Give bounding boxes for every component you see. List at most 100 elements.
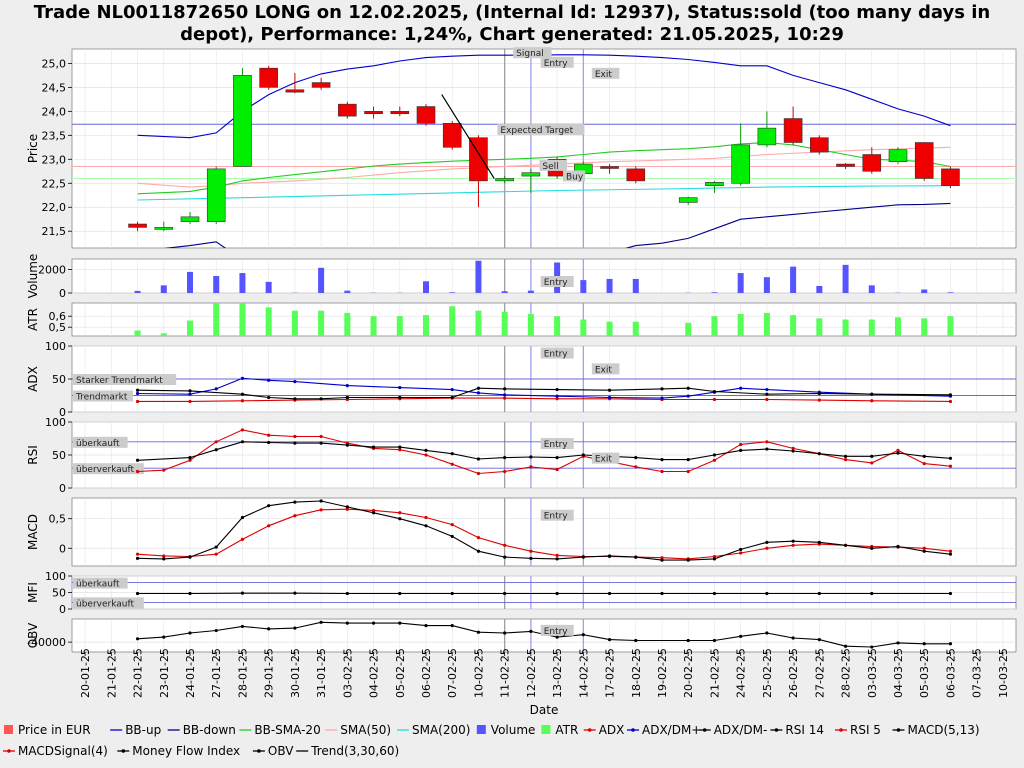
dm-minus-line-point	[476, 386, 481, 390]
price-annotation: Expected Target	[500, 126, 573, 136]
x-tick-label: 31-01-25	[315, 648, 328, 698]
macd-panel: 0 0,5 MACD Entry	[26, 497, 1017, 567]
atr-plot-area	[71, 302, 1017, 337]
macd-signal-line	[137, 508, 951, 560]
volume-bar	[265, 281, 272, 293]
macd-signal-line-point	[712, 554, 717, 559]
mfi-line-point	[135, 591, 140, 596]
rsi14-line-point	[870, 454, 874, 458]
rsi14-line-point	[450, 452, 454, 456]
price-candle	[416, 106, 436, 124]
legend-label: BB-SMA-20	[254, 723, 320, 737]
mfi-panel: 0 50 100 MFI überkauft überverkauft	[26, 570, 1017, 616]
dm-plus-line-point	[450, 387, 454, 392]
legend-swatch-dot	[121, 749, 126, 753]
chart-title-line-1: Trade NL0011872650 LONG on 12.02.2025, (…	[34, 2, 990, 23]
atr-bar	[396, 316, 403, 336]
volume-bar	[947, 292, 954, 293]
price-candle	[364, 111, 383, 115]
legend-swatch	[541, 725, 551, 734]
legend-label: BB-down	[183, 723, 236, 737]
dm-plus-line-point	[476, 391, 481, 395]
macd-signal-line-point	[529, 549, 533, 553]
dm-minus-line-point	[319, 397, 323, 401]
macd-plot-area	[71, 497, 1017, 567]
macd-line-point	[529, 556, 533, 560]
x-tick-label: 04-02-25	[368, 648, 381, 698]
price-y-tick-label: 24,5	[42, 81, 67, 94]
rsi-level-label: überkauft	[76, 439, 120, 449]
atr-bar	[344, 312, 351, 336]
x-tick-label: 12-02-25	[525, 648, 538, 698]
x-tick-label: 19-02-25	[656, 648, 669, 698]
volume-bar	[816, 285, 823, 293]
legend-swatch	[4, 725, 13, 734]
rsi14-line-point	[922, 454, 926, 458]
rsi-level-label: überverkauft	[76, 465, 135, 475]
rsi14-line-point	[791, 449, 795, 453]
dm-minus-line-point	[188, 389, 192, 393]
rsi5-line-point	[240, 428, 245, 432]
legend-swatch-dot	[702, 728, 707, 732]
dm-minus-line-point	[686, 386, 690, 390]
macd-line-point	[398, 517, 402, 521]
mfi-line-point	[817, 591, 821, 596]
rsi5-line-point	[712, 458, 717, 462]
x-tick-label: 26-02-25	[787, 648, 800, 698]
macd-line-point	[555, 557, 559, 561]
macd-line-point	[686, 558, 690, 562]
x-tick-label: 22-01-25	[132, 648, 145, 698]
macd-annotation-bg	[540, 509, 574, 521]
legend-label: Volume	[491, 723, 536, 737]
obv-line-point	[371, 621, 376, 625]
dm-minus-line-point	[870, 392, 874, 396]
rsi14-line-point	[634, 456, 638, 460]
legend-label: Money Flow Index	[132, 744, 240, 758]
obv-line-point	[162, 635, 166, 639]
rsi5-line-point	[948, 464, 953, 468]
obv-annotation: Entry	[544, 627, 569, 637]
price-candle	[285, 89, 305, 93]
rsi5-line-point	[214, 440, 218, 444]
x-tick-label: 11-02-25	[499, 648, 512, 698]
atr-bar	[737, 314, 744, 336]
volume-bar	[790, 266, 797, 293]
price-candle	[259, 67, 278, 88]
dm-minus-line-point	[817, 391, 821, 396]
macd-line-point	[503, 555, 507, 559]
atr-y-tick-label: 0,5	[49, 321, 67, 334]
volume-bar	[737, 273, 744, 293]
price-y-tick-label: 22,5	[42, 177, 67, 190]
macd-y-axis-label: MACD	[26, 514, 40, 550]
rsi-level-label-bg	[73, 436, 128, 448]
rsi14-line-point	[712, 453, 717, 457]
dm-minus-line-point	[503, 387, 507, 391]
price-candle	[731, 144, 750, 184]
adx-level-label-bg	[73, 390, 133, 402]
mfi-line-point	[450, 591, 454, 596]
volume-bar	[580, 280, 587, 293]
mfi-line-point	[765, 591, 769, 596]
adx-line-point	[240, 399, 245, 403]
adx-line-point	[555, 397, 559, 401]
macd-line-point	[660, 558, 664, 562]
x-tick-label: 05-02-25	[394, 648, 407, 698]
adx-line-point	[503, 396, 507, 400]
rsi14-line-point	[371, 445, 376, 449]
obv-line-point	[870, 645, 874, 649]
volume-bar	[711, 292, 718, 293]
mfi-line-point	[555, 591, 559, 596]
legend-label: SMA(50)	[340, 723, 391, 737]
rsi14-line-point	[843, 454, 848, 458]
legend-swatch-dot	[7, 749, 11, 753]
price-candle	[338, 103, 357, 117]
dm-plus-line-point	[607, 395, 612, 400]
mfi-level-label-bg	[73, 577, 128, 589]
rsi5-line-point	[319, 434, 323, 439]
atr-bar	[318, 310, 325, 336]
macd-signal-line-point	[214, 552, 218, 556]
sma50-line	[137, 146, 951, 188]
obv-line-point	[948, 642, 953, 646]
macd-signal-line-point	[240, 537, 245, 541]
obv-line-point	[843, 644, 848, 648]
